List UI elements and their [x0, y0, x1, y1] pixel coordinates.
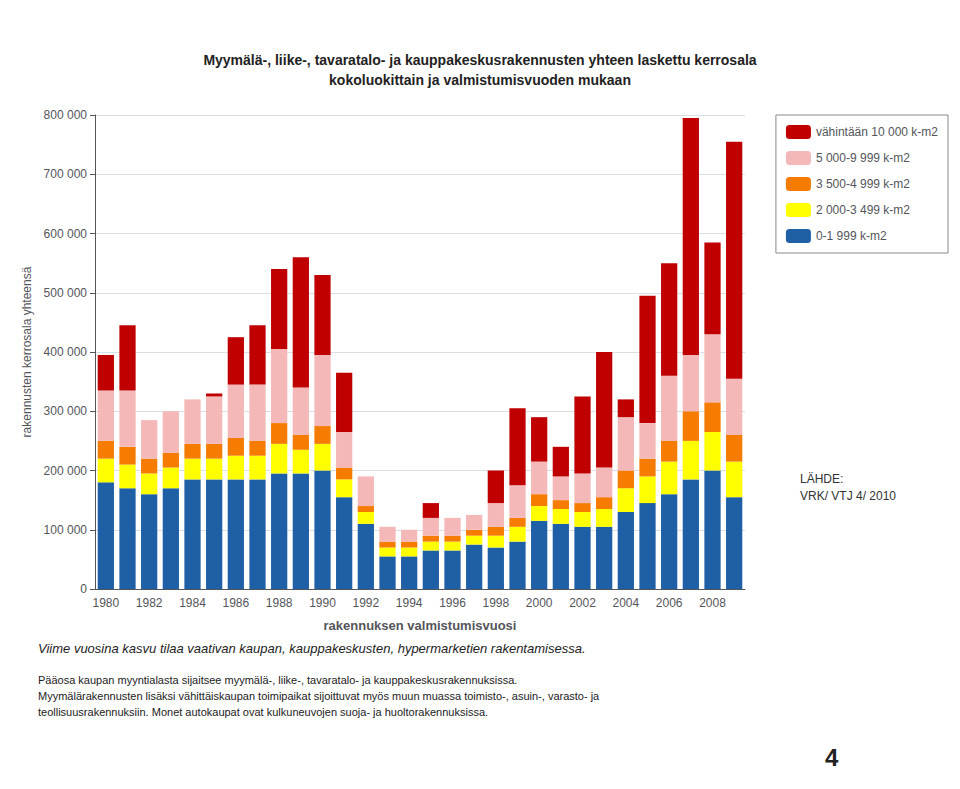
- svg-text:Myymälärakennusten lisäksi väh: Myymälärakennusten lisäksi vähittäiskaup…: [38, 690, 600, 702]
- svg-text:2000: 2000: [526, 596, 553, 610]
- svg-text:1992: 1992: [352, 596, 379, 610]
- svg-text:rakennusten kerrosala yhteensä: rakennusten kerrosala yhteensä: [20, 266, 34, 437]
- svg-text:3 500-4 999 k-m2: 3 500-4 999 k-m2: [816, 177, 910, 191]
- svg-text:2006: 2006: [656, 596, 683, 610]
- svg-text:2 000-3 499 k-m2: 2 000-3 499 k-m2: [816, 203, 910, 217]
- svg-text:1996: 1996: [439, 596, 466, 610]
- svg-text:300 000: 300 000: [44, 404, 88, 418]
- svg-text:rakennuksen valmistumisvuosi: rakennuksen valmistumisvuosi: [324, 618, 517, 633]
- svg-text:0-1 999 k-m2: 0-1 999 k-m2: [816, 229, 887, 243]
- svg-text:2002: 2002: [569, 596, 596, 610]
- svg-text:1980: 1980: [92, 596, 119, 610]
- svg-text:0: 0: [80, 582, 87, 596]
- svg-text:teollisuusrakennuksiin. Monet: teollisuusrakennuksiin. Monet autokaupat…: [38, 706, 488, 718]
- svg-text:5 000-9 999 k-m2: 5 000-9 999 k-m2: [816, 151, 910, 165]
- svg-text:1984: 1984: [179, 596, 206, 610]
- svg-text:1998: 1998: [482, 596, 509, 610]
- svg-text:100 000: 100 000: [44, 523, 88, 537]
- svg-text:2004: 2004: [612, 596, 639, 610]
- svg-text:1988: 1988: [266, 596, 293, 610]
- svg-text:VRK/ VTJ 4/ 2010: VRK/ VTJ 4/ 2010: [800, 489, 896, 503]
- svg-text:200 000: 200 000: [44, 464, 88, 478]
- svg-text:1990: 1990: [309, 596, 336, 610]
- svg-text:2008: 2008: [699, 596, 726, 610]
- svg-text:1994: 1994: [396, 596, 423, 610]
- svg-text:Viime vuosina kasvu tilaa vaat: Viime vuosina kasvu tilaa vaativan kaupa…: [38, 641, 586, 656]
- svg-text:LÄHDE:: LÄHDE:: [800, 472, 843, 486]
- svg-text:1986: 1986: [222, 596, 249, 610]
- svg-text:vähintään 10 000 k-m2: vähintään 10 000 k-m2: [816, 125, 938, 139]
- svg-text:500 000: 500 000: [44, 286, 88, 300]
- svg-text:4: 4: [825, 744, 839, 771]
- svg-text:Pääosa kaupan myyntialasta sij: Pääosa kaupan myyntialasta sijaitsee myy…: [38, 674, 517, 686]
- svg-text:Myymälä-, liike-, tavaratalo-: Myymälä-, liike-, tavaratalo- ja kauppak…: [203, 52, 756, 68]
- svg-text:700 000: 700 000: [44, 167, 88, 181]
- svg-text:400 000: 400 000: [44, 345, 88, 359]
- svg-text:800 000: 800 000: [44, 108, 88, 122]
- svg-text:1982: 1982: [136, 596, 163, 610]
- svg-text:600 000: 600 000: [44, 227, 88, 241]
- svg-text:kokoluokittain ja valmistumisv: kokoluokittain ja valmistumisvuoden muka…: [329, 72, 631, 88]
